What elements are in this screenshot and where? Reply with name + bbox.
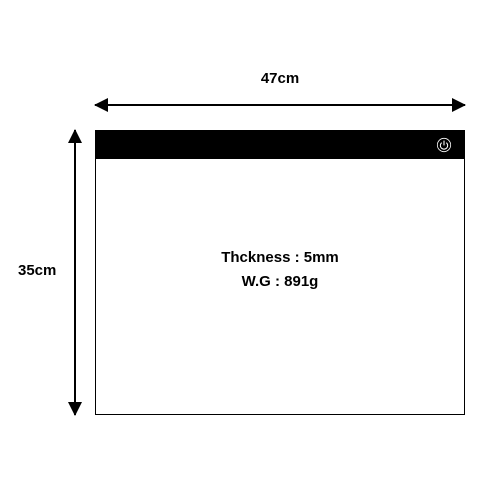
product-top-bar (96, 131, 464, 159)
power-icon (436, 137, 452, 153)
arrowhead-right-icon (452, 98, 466, 112)
arrowhead-left-icon (94, 98, 108, 112)
height-dimension-arrow (65, 130, 85, 415)
width-dimension-arrow (95, 95, 465, 115)
product-outline: Thckness : 5mm W.G : 891g (95, 130, 465, 415)
thickness-spec: Thckness : 5mm (96, 246, 464, 270)
width-dimension-label: 47cm (95, 70, 465, 87)
height-dimension-label: 35cm (18, 262, 56, 279)
dimension-line (74, 130, 76, 415)
arrowhead-down-icon (68, 402, 82, 416)
weight-spec: W.G : 891g (96, 270, 464, 294)
dimension-line (95, 104, 465, 106)
product-specs: Thckness : 5mm W.G : 891g (96, 246, 464, 294)
dimension-diagram: 47cm 35cm Thckness : 5mm W.G : 891g (0, 0, 500, 500)
arrowhead-up-icon (68, 129, 82, 143)
